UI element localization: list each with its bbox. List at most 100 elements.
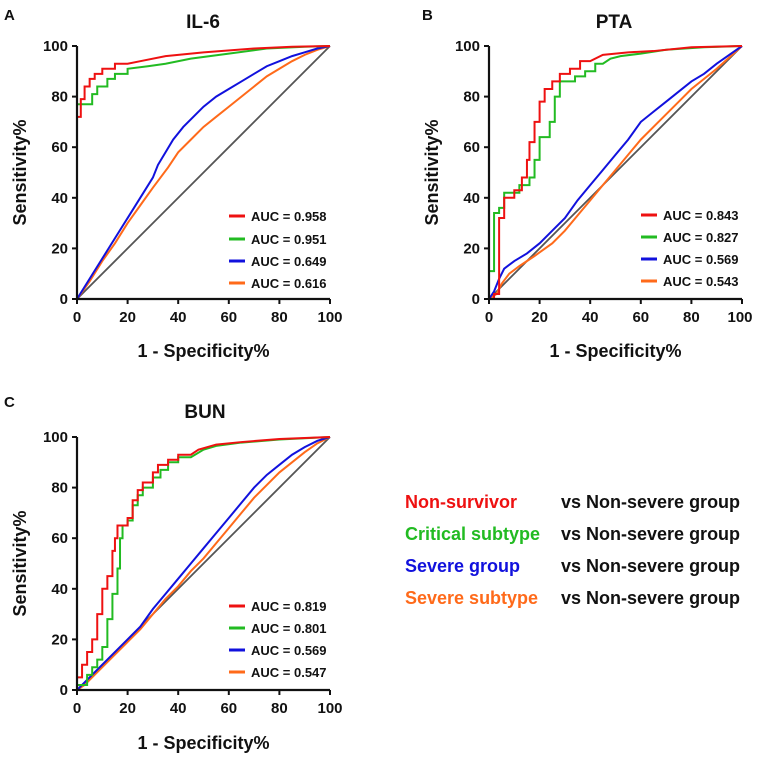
x-tick-label: 40 <box>582 309 599 326</box>
chart-title: PTA <box>596 12 633 33</box>
x-ticks: 0 20 40 60 80 100 <box>485 299 753 326</box>
x-tick-label: 0 <box>485 309 493 326</box>
x-tick-label: 60 <box>220 700 237 717</box>
auc-label-green: AUC = 0.951 <box>251 232 327 247</box>
y-tick-label: 20 <box>51 631 68 648</box>
x-axis-label: 1 - Specificity% <box>137 733 269 753</box>
y-axis-label: Sensitivity% <box>10 119 30 225</box>
roc-curve-blue <box>76 436 331 691</box>
roc-curve-green <box>76 45 331 299</box>
panel-letter: C <box>4 394 15 411</box>
x-tick-label: 20 <box>119 700 136 717</box>
y-tick-label: 80 <box>51 89 68 106</box>
y-tick-label: 100 <box>43 429 68 446</box>
x-tick-label: 80 <box>683 309 700 326</box>
y-tick-label: 20 <box>463 240 480 257</box>
auc-label-blue: AUC = 0.569 <box>663 252 739 267</box>
y-ticks: 0 20 40 60 80 100 <box>43 38 77 308</box>
auc-label-red: AUC = 0.843 <box>663 208 739 223</box>
legend-comparison: vs Non-severe group <box>561 524 741 544</box>
legend-group-name: Critical subtype <box>405 524 541 544</box>
auc-label-orange: AUC = 0.547 <box>251 665 327 680</box>
legend-comparison: vs Non-severe group <box>561 556 741 576</box>
x-axis-label: 1 - Specificity% <box>137 341 269 361</box>
roc-curve-orange <box>488 45 743 300</box>
auc-label-red: AUC = 0.958 <box>251 209 327 224</box>
roc-curve-red <box>76 436 331 690</box>
legend-row-critical-subtype: Critical subtype vs Non-severe group <box>405 518 760 550</box>
roc-curves <box>76 45 331 300</box>
legend-group-name: Severe subtype <box>405 588 539 608</box>
auc-label-green: AUC = 0.801 <box>251 621 327 636</box>
auc-legend: AUC = 0.819 AUC = 0.801 AUC = 0.569 AUC … <box>229 599 327 680</box>
x-tick-label: 20 <box>531 309 548 326</box>
y-tick-label: 0 <box>60 682 68 699</box>
x-tick-label: 80 <box>271 700 288 717</box>
legend-comparison: vs Non-severe group <box>561 588 741 608</box>
y-tick-label: 60 <box>51 139 68 156</box>
panel-b: B PTA 0 20 40 60 80 100 0 20 <box>422 7 753 361</box>
roc-curve-blue <box>488 45 743 300</box>
diagonal-reference-line <box>76 45 331 300</box>
auc-label-green: AUC = 0.827 <box>663 230 739 245</box>
panel-letter: A <box>4 7 15 24</box>
y-tick-label: 40 <box>51 190 68 207</box>
y-tick-label: 60 <box>463 139 480 156</box>
x-tick-label: 40 <box>170 309 187 326</box>
roc-curve-red <box>489 45 743 300</box>
x-axis-label: 1 - Specificity% <box>549 341 681 361</box>
roc-curves <box>76 436 331 691</box>
panel-a: A IL-6 0 20 40 60 80 100 0 20 <box>4 7 343 361</box>
y-ticks: 0 20 40 60 80 100 <box>43 429 77 699</box>
chart-title: BUN <box>184 402 225 423</box>
x-tick-label: 0 <box>73 700 81 717</box>
roc-curve-green <box>488 45 743 299</box>
y-ticks: 0 20 40 60 80 100 <box>455 38 489 308</box>
y-axis-label: Sensitivity% <box>10 510 30 616</box>
auc-legend: AUC = 0.958 AUC = 0.951 AUC = 0.649 AUC … <box>229 209 327 291</box>
y-tick-label: 100 <box>455 38 480 55</box>
legend-group-name: Non-survivor <box>405 492 518 512</box>
x-ticks: 0 20 40 60 80 100 <box>73 690 343 717</box>
chart-title: IL-6 <box>186 12 220 33</box>
y-tick-label: 60 <box>51 530 68 547</box>
roc-curve-red <box>76 45 331 299</box>
roc-curve-orange <box>76 436 331 691</box>
x-tick-label: 40 <box>170 700 187 717</box>
x-tick-label: 20 <box>119 309 136 326</box>
auc-legend: AUC = 0.843 AUC = 0.827 AUC = 0.569 AUC … <box>641 208 739 289</box>
auc-label-orange: AUC = 0.543 <box>663 274 739 289</box>
x-tick-label: 80 <box>271 309 288 326</box>
y-tick-label: 20 <box>51 240 68 257</box>
roc-curves <box>488 45 743 300</box>
legend-row-non-survivor: Non-survivor vs Non-severe group <box>405 486 760 518</box>
x-tick-label: 100 <box>727 309 752 326</box>
x-tick-label: 60 <box>632 309 649 326</box>
y-tick-label: 40 <box>463 190 480 207</box>
legend-comparison: vs Non-severe group <box>561 492 741 512</box>
x-tick-label: 60 <box>220 309 237 326</box>
y-tick-label: 40 <box>51 581 68 598</box>
auc-label-blue: AUC = 0.569 <box>251 643 327 658</box>
legend-group-name: Severe group <box>405 556 521 576</box>
roc-curve-blue <box>76 45 331 300</box>
y-tick-label: 80 <box>463 89 480 106</box>
y-tick-label: 0 <box>60 291 68 308</box>
x-ticks: 0 20 40 60 80 100 <box>73 299 343 326</box>
panel-c: C BUN 0 20 40 60 80 100 0 20 <box>4 394 343 753</box>
legend-row-severe-group: Severe group vs Non-severe group <box>405 550 760 582</box>
x-tick-label: 0 <box>73 309 81 326</box>
auc-label-red: AUC = 0.819 <box>251 599 327 614</box>
diagonal-reference-line <box>488 45 743 300</box>
roc-curve-orange <box>76 45 331 300</box>
legend-row-severe-subtype: Severe subtype vs Non-severe group <box>405 582 760 614</box>
x-tick-label: 100 <box>317 309 342 326</box>
group-legend: Non-survivor vs Non-severe group Critica… <box>405 486 760 614</box>
auc-label-blue: AUC = 0.649 <box>251 254 327 269</box>
y-tick-label: 0 <box>472 291 480 308</box>
y-tick-label: 100 <box>43 38 68 55</box>
y-tick-label: 80 <box>51 480 68 497</box>
auc-label-orange: AUC = 0.616 <box>251 276 327 291</box>
x-tick-label: 100 <box>317 700 342 717</box>
